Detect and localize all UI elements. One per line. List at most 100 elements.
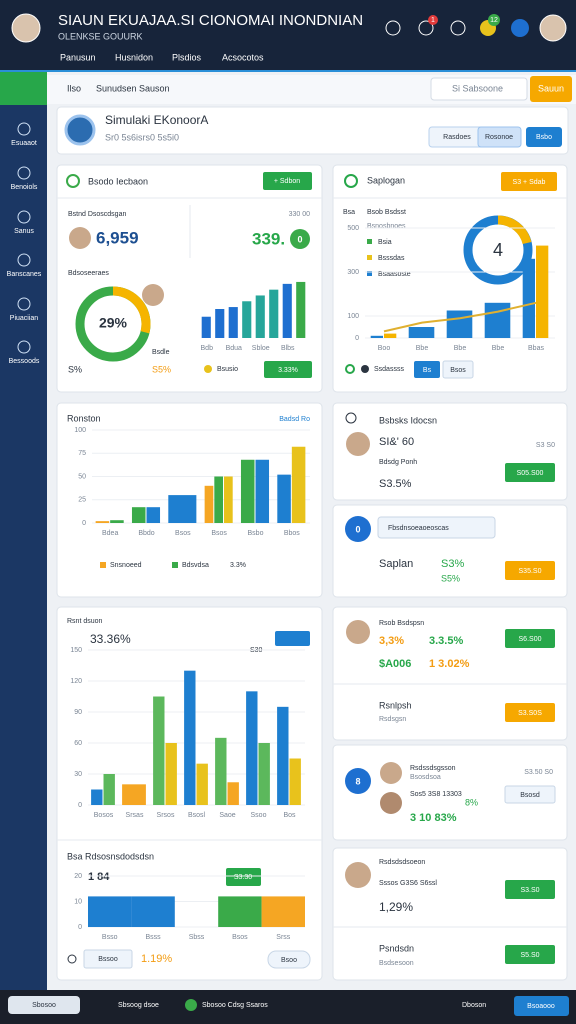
icon[interactable] (511, 19, 529, 37)
badge-text: S3.30 (234, 874, 252, 881)
section-title: Bsa Rdsosnsdodsdsn (67, 851, 154, 861)
y-tick-label: 90 (74, 709, 82, 716)
button[interactable] (83, 949, 133, 969)
tab[interactable]: Plsdios (172, 52, 202, 62)
avatar[interactable] (539, 14, 567, 42)
bar (184, 670, 196, 805)
button-label: + Sdbon (274, 178, 300, 185)
legend-label: Bsssdas (378, 255, 405, 262)
bar (246, 691, 258, 805)
button-label: Bsoaooo (527, 1003, 555, 1010)
button-label: S5.S0 (520, 952, 539, 959)
badge-text: 12 (490, 17, 498, 24)
sidebar-items: Esuaaot Benoiols Sanus Banscanes Piuacii… (7, 122, 42, 365)
nav-item[interactable]: Esuaaot (11, 140, 37, 147)
button[interactable] (442, 360, 474, 379)
bar (95, 521, 110, 523)
section-label: Bdsoseeraes (68, 270, 109, 277)
badge (488, 14, 500, 26)
link[interactable]: Badsd Ro (279, 416, 310, 423)
avatar (345, 862, 371, 888)
button[interactable] (505, 703, 555, 722)
card (332, 402, 568, 501)
button[interactable] (526, 127, 562, 147)
bar (240, 459, 255, 523)
y-tick-label: 100 (74, 427, 86, 434)
badge-text: 1 (431, 17, 435, 24)
button-label: S3.S0S (518, 710, 542, 717)
pct: S5% (152, 364, 171, 374)
profile-name: Simulaki EKonoorA (105, 113, 208, 127)
button[interactable] (414, 361, 440, 378)
legend-dot (204, 365, 212, 373)
bar (214, 476, 224, 523)
breadcrumb[interactable]: Ilso (67, 83, 81, 93)
button[interactable] (275, 631, 310, 646)
button[interactable] (514, 996, 569, 1016)
sub: Bsdsesoon (379, 960, 414, 967)
app-title: SIAUN EKUAJAA.SI CIONOMAI INONDNIAN (58, 12, 363, 29)
tab[interactable]: Husnidon (115, 52, 153, 62)
footer-text[interactable]: Sbosoo Cdsg Ssaros (202, 1002, 268, 1009)
nav-item[interactable]: Bessoods (9, 358, 40, 365)
x-tick-label: Bsbo (248, 530, 264, 537)
button[interactable] (505, 561, 555, 580)
icon[interactable] (450, 20, 466, 36)
button[interactable] (504, 785, 556, 804)
bar (165, 743, 177, 805)
icon[interactable] (418, 20, 434, 36)
badge[interactable] (264, 361, 312, 378)
button-label: Sauun (538, 83, 564, 93)
button[interactable] (8, 996, 80, 1014)
y-tick-label: 75 (78, 450, 86, 457)
y-tick-label: 0 (78, 924, 82, 931)
tab[interactable]: Panusun (60, 52, 96, 62)
button-label: Sbosoo (32, 1002, 56, 1009)
nav-item[interactable]: Benoiols (11, 184, 38, 191)
footer-text[interactable]: Sbsoog dsoe (118, 1002, 159, 1009)
toolbar-button[interactable] (530, 76, 572, 102)
nav-item[interactable]: Sanus (14, 228, 34, 235)
input[interactable] (377, 516, 496, 539)
button[interactable] (477, 126, 522, 148)
y-tick-label: 0 (78, 802, 82, 809)
row: Sos5 3S8 13303 (410, 791, 462, 798)
button[interactable] (505, 880, 555, 899)
search-icon[interactable] (385, 20, 401, 36)
bar (296, 281, 306, 338)
search-box[interactable] (430, 77, 528, 101)
button[interactable] (267, 950, 311, 969)
bar (261, 896, 305, 927)
nav-item[interactable]: Piuaciian (10, 315, 39, 322)
bar (110, 520, 124, 523)
button[interactable] (505, 463, 555, 482)
footer-text[interactable]: Dboson (462, 1002, 486, 1009)
pct: S3% (441, 558, 464, 570)
x-tick-label: Bbas (528, 345, 544, 352)
y-tick-label: 300 (347, 269, 359, 276)
avatar (346, 620, 370, 644)
bar (277, 706, 289, 805)
nav-icon (17, 122, 31, 136)
bar (153, 696, 165, 805)
button[interactable] (501, 172, 557, 191)
price-side: S3 S0 (536, 442, 555, 449)
headline: 33.36% (90, 632, 131, 646)
bar (204, 485, 214, 523)
tab[interactable]: Acsocotos (222, 52, 264, 62)
card (56, 164, 323, 393)
breadcrumb[interactable]: Sunudsen Sauson (96, 83, 170, 93)
sidebar-home[interactable] (0, 72, 47, 105)
button[interactable] (505, 945, 555, 964)
avatar[interactable] (11, 13, 41, 43)
y-tick-label: 120 (70, 678, 82, 685)
button[interactable] (263, 172, 312, 190)
icon (66, 174, 80, 188)
button[interactable] (505, 629, 555, 648)
x-tick-label: Sbloe (252, 345, 270, 352)
legend-swatch (172, 562, 178, 568)
x-tick-label: Bdea (102, 530, 118, 537)
bar (201, 316, 211, 338)
nav-item[interactable]: Banscanes (7, 271, 42, 278)
badge-text: 0 (297, 234, 302, 244)
